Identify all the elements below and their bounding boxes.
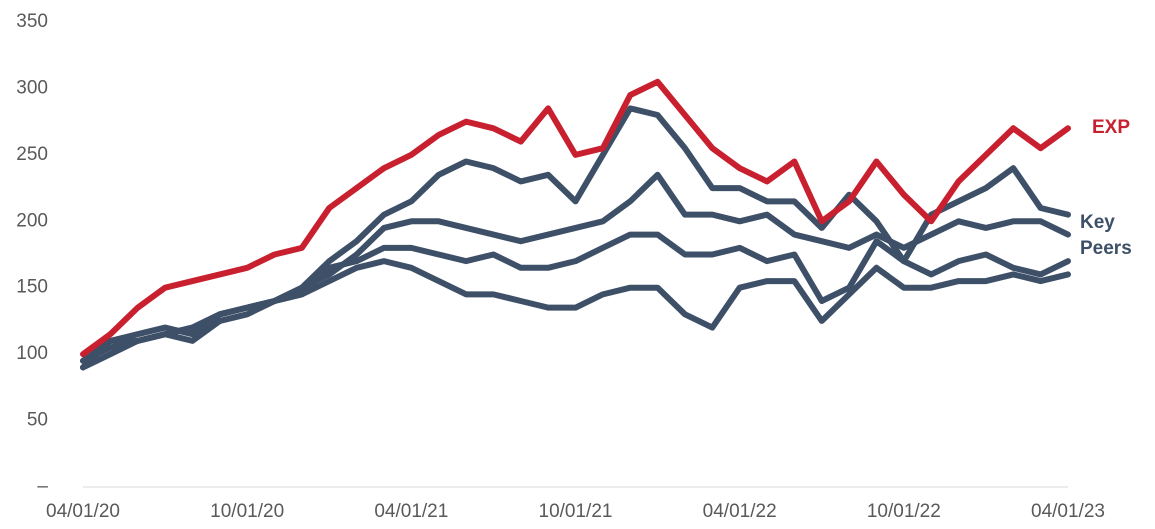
series-line: [80, 105, 1071, 364]
y-tick-label: 200: [16, 210, 48, 231]
series-line: [80, 231, 1071, 371]
x-tick-label: 04/01/20: [46, 501, 120, 522]
x-tick-label: 10/01/21: [539, 501, 613, 522]
y-tick-label: 250: [16, 144, 48, 165]
y-tick-label: –: [37, 476, 48, 497]
x-tick-label: 04/01/21: [374, 501, 448, 522]
x-tick-label: 04/01/22: [703, 501, 777, 522]
y-tick-label: 100: [16, 343, 48, 364]
x-tick-label: 04/01/23: [1031, 501, 1105, 522]
y-tick-label: 350: [16, 11, 48, 32]
legend-label: Key Peers: [1080, 212, 1132, 259]
y-tick-label: 50: [27, 410, 48, 431]
x-tick-label: 10/01/22: [867, 501, 941, 522]
y-tick-label: 300: [16, 77, 48, 98]
legend-label: EXP: [1092, 117, 1131, 138]
y-tick-label: 150: [16, 277, 48, 298]
series-line: [80, 258, 1071, 371]
series-line: [80, 78, 1071, 358]
x-tick-label: 10/01/20: [210, 501, 284, 522]
